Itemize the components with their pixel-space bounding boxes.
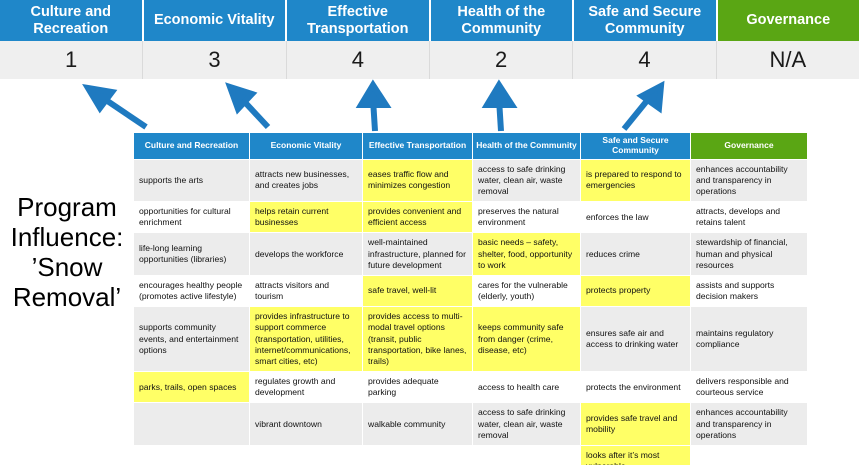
matrix-cell: looks after it’s most vulnerable [580,444,691,465]
scorecard-header-health-of-the-community: Health of the Community [430,0,574,41]
matrix-header-safe-and-secure-community: Safe and Secure Community [580,132,691,160]
matrix-cell: reduces crime [580,232,691,276]
matrix-header-row: Culture and Recreation Economic Vitality… [133,132,808,160]
matrix-cell [362,444,473,465]
matrix-cell: develops the workforce [249,232,363,276]
matrix-cell: protects property [580,274,691,308]
matrix-cell [690,444,808,465]
matrix-cell: enhances accountability and transparency… [690,402,808,446]
matrix-cell: well-maintained infrastructure, planned … [362,232,473,276]
scorecard-value-economic-vitality: 3 [143,41,287,79]
matrix-cell: vibrant downtown [249,402,363,446]
scorecard-value-row: 1 3 4 2 4 N/A [0,41,859,79]
matrix-cell [133,402,250,446]
matrix-header-culture-and-recreation: Culture and Recreation [133,132,250,160]
matrix-cell: life-long learning opportunities (librar… [133,232,250,276]
caption-line-2: Influence: [10,222,124,253]
matrix-cell: safe travel, well-lit [362,274,473,308]
matrix-cell: keeps community safe from danger (crime,… [472,306,581,373]
arrow-up-left-icon-2 [225,82,271,130]
matrix-cell: preserves the natural environment [472,201,581,234]
caption-line-4: Removal’ [12,282,122,313]
matrix-header-effective-transportation: Effective Transportation [362,132,473,160]
scorecard-header-row: Culture and Recreation Economic Vitality… [0,0,859,41]
matrix-cell: helps retain current businesses [249,201,363,234]
scorecard-value-effective-transportation: 4 [286,41,430,79]
matrix-cell: maintains regulatory compliance [690,306,808,373]
matrix-cell: regulates growth and development [249,371,363,404]
arrow-up-icon-3 [355,79,392,132]
matrix-cell: delivers responsible and courteous servi… [690,371,808,404]
matrix-cell: parks, trails, open spaces [133,371,250,404]
scorecard-header-effective-transportation: Effective Transportation [287,0,431,41]
scorecard-header-safe-and-secure-community: Safe and Secure Community [574,0,718,41]
matrix-cell [472,444,581,465]
matrix-cell: ensures safe air and access to drinking … [580,306,691,373]
matrix-cell: attracts, develops and retains talent [690,201,808,234]
matrix-cell: attracts visitors and tourism [249,274,363,308]
program-influence-caption: Program Influence: ’Snow Removal’ [2,192,132,313]
arrow-up-icon-4 [481,79,518,132]
scorecard-header-economic-vitality: Economic Vitality [143,0,287,41]
matrix-cell: walkable community [362,402,473,446]
matrix-cell: opportunities for cultural enrichment [133,201,250,234]
matrix-cell: supports the arts [133,158,250,203]
table-row: supports the arts attracts new businesse… [133,158,808,203]
scorecard-value-safe-and-secure-community: 4 [573,41,717,79]
matrix-cell: attracts new businesses, and creates job… [249,158,363,203]
table-row: encourages healthy people (promotes acti… [133,274,808,308]
matrix-header-governance: Governance [690,132,808,160]
matrix-cell: cares for the vulnerable (elderly, youth… [472,274,581,308]
arrow-up-left-icon-1 [82,83,148,130]
matrix-cell: access to safe drinking water, clean air… [472,402,581,446]
table-row: looks after it’s most vulnerable [133,444,808,465]
matrix-cell: provides access to multi-modal travel op… [362,306,473,373]
arrow-up-right-icon-5 [621,80,665,131]
matrix-cell: supports community events, and entertain… [133,306,250,373]
scorecard-value-culture-and-recreation: 1 [0,41,144,79]
matrix-cell: provides infrastructure to support comme… [249,306,363,373]
table-row: parks, trails, open spaces regulates gro… [133,371,808,404]
scorecard-header-governance: Governance [717,0,859,41]
matrix-cell [133,444,250,465]
matrix-cell: stewardship of financial, human and phys… [690,232,808,276]
matrix-cell: protects the environment [580,371,691,404]
table-row: vibrant downtown walkable community acce… [133,402,808,446]
matrix-cell: basic needs – safety, shelter, food, opp… [472,232,581,276]
matrix-cell: is prepared to respond to emergencies [580,158,691,203]
matrix-body: supports the arts attracts new businesse… [133,158,808,465]
scorecard-value-governance: N/A [716,41,859,79]
scorecard-summary-bar: Culture and Recreation Economic Vitality… [0,0,859,79]
table-row: supports community events, and entertain… [133,306,808,373]
matrix-header-health-of-the-community: Health of the Community [472,132,581,160]
matrix-cell: provides safe travel and mobility [580,402,691,446]
matrix-cell: access to health care [472,371,581,404]
table-row: opportunities for cultural enrichment he… [133,201,808,234]
matrix-cell: enhances accountability and transparency… [690,158,808,203]
matrix-cell: encourages healthy people (promotes acti… [133,274,250,308]
matrix-cell: provides convenient and efficient access [362,201,473,234]
matrix-cell: provides adequate parking [362,371,473,404]
table-row: life-long learning opportunities (librar… [133,232,808,276]
matrix-cell: assists and supports decision makers [690,274,808,308]
strategic-outcomes-matrix: Culture and Recreation Economic Vitality… [133,132,808,465]
caption-line-3: ’Snow [31,252,103,283]
scorecard-value-health-of-the-community: 2 [429,41,574,79]
matrix-cell: eases traffic flow and minimizes congest… [362,158,473,203]
matrix-cell [249,444,363,465]
scorecard-header-culture-and-recreation: Culture and Recreation [0,0,144,41]
connector-arrows-group [82,79,665,132]
matrix-header-economic-vitality: Economic Vitality [249,132,363,160]
matrix-cell: access to safe drinking water, clean air… [472,158,581,203]
matrix-cell: enforces the law [580,201,691,234]
caption-line-1: Program [17,192,117,222]
